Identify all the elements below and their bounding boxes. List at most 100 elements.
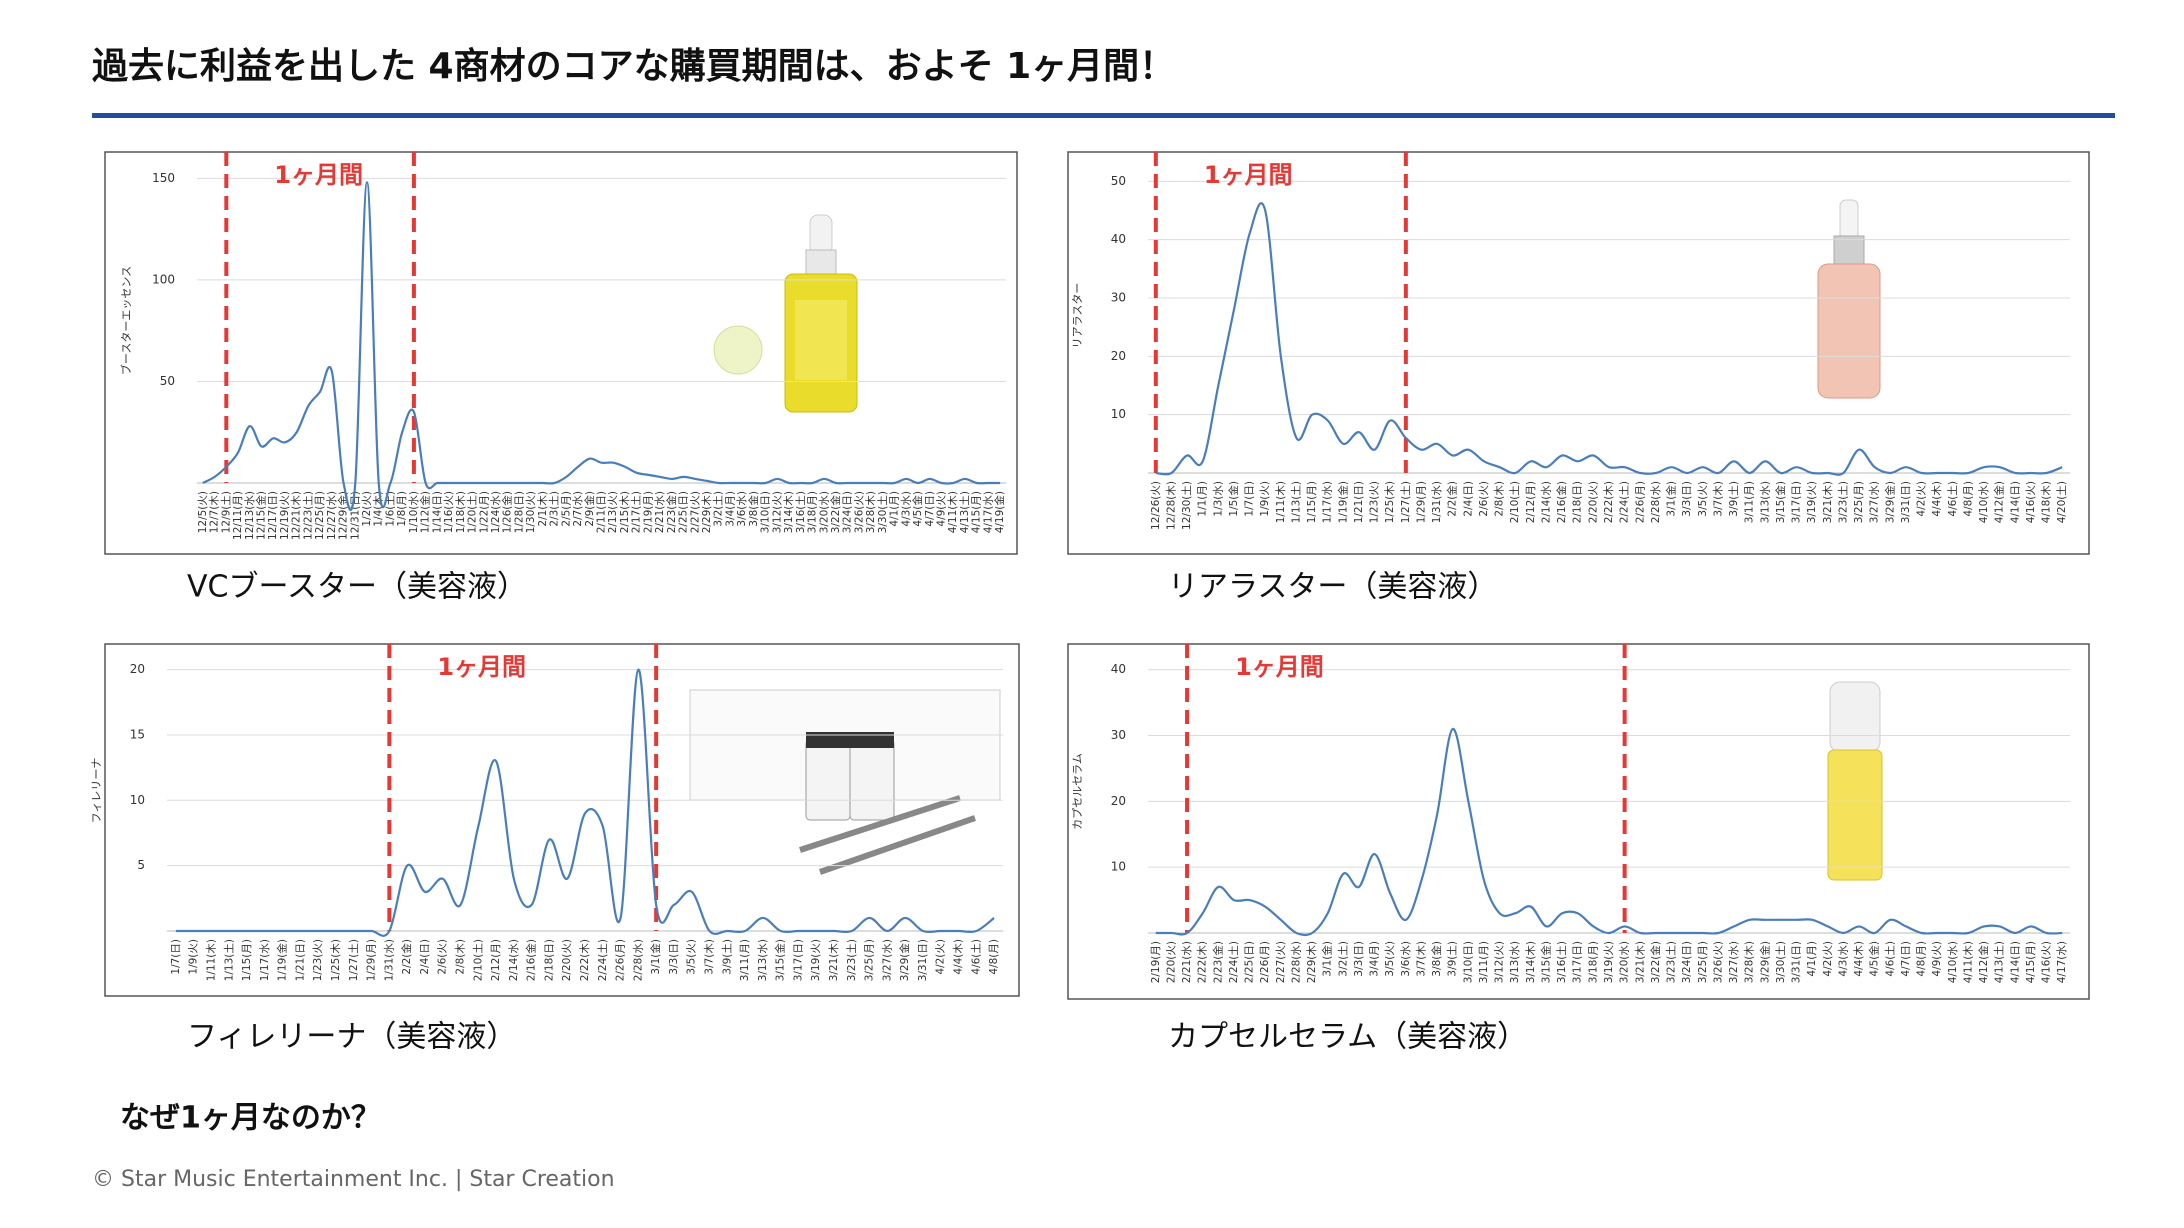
x-tick-label: 4/11(木) <box>1962 941 1974 983</box>
x-tick-label: 4/8(月) <box>988 939 1000 975</box>
x-tick-label: 1/16(火) <box>443 491 455 533</box>
x-tick-label: 3/18(月) <box>807 491 819 533</box>
x-tick-label: 1/10(水) <box>408 491 420 533</box>
x-tick-label: 12/25(月) <box>314 491 326 540</box>
x-tick-label: 12/19(火) <box>279 491 291 540</box>
x-tick-label: 12/27(水) <box>326 491 338 540</box>
x-tick-label: 2/26(月) <box>615 939 627 981</box>
x-tick-label: 4/3(水) <box>1837 941 1849 977</box>
x-tick-label: 12/29(金) <box>337 491 350 540</box>
x-tick-label: 3/2(土) <box>712 491 725 527</box>
x-tick-label: 1/3(水) <box>1212 481 1224 517</box>
x-tick-label: 2/13(火) <box>607 491 619 533</box>
x-tick-label: 2/29(木) <box>701 491 713 533</box>
y-tick-label: 10 <box>1111 860 1126 874</box>
x-tick-label: 12/30(土) <box>1180 481 1193 530</box>
x-tick-label: 4/1(月) <box>889 491 901 527</box>
y-tick-label: 40 <box>1111 662 1126 676</box>
x-tick-label: 1/9(火) <box>1259 481 1271 517</box>
x-tick-label: 2/22(木) <box>579 939 591 981</box>
x-tick-label: 3/23(土) <box>1836 481 1849 523</box>
x-tick-label: 1/4(木) <box>373 491 385 527</box>
x-tick-label: 3/9(土) <box>1727 481 1740 517</box>
x-tick-label: 1/27(土) <box>1399 481 1412 523</box>
x-tick-label: 2/14(水) <box>1540 481 1552 523</box>
x-tick-label: 2/23(金) <box>665 491 678 533</box>
x-tick-label: 4/12(金) <box>1993 481 2006 523</box>
x-tick-label: 1/13(土) <box>1289 481 1302 523</box>
x-tick-label: 3/14(木) <box>1525 941 1537 983</box>
x-tick-label: 2/22(木) <box>1197 941 1209 983</box>
x-tick-label: 3/11(月) <box>1744 481 1756 523</box>
x-tick-label: 3/29(金) <box>1883 481 1896 523</box>
x-tick-label: 4/8(月) <box>1962 481 1974 517</box>
x-tick-label: 2/11(日) <box>596 491 608 533</box>
x-tick-label: 3/5(火) <box>1697 481 1709 517</box>
x-tick-label: 3/20(水) <box>818 491 830 533</box>
x-tick-label: 4/4(木) <box>1931 481 1943 517</box>
x-tick-label: 3/20(水) <box>1619 941 1631 983</box>
x-tick-label: 4/10(水) <box>1978 481 1990 523</box>
x-tick-label: 3/9(土) <box>1446 941 1459 977</box>
y-axis-label: カプセルセラム <box>1071 753 1084 830</box>
footer: © Star Music Entertainment Inc. | Star C… <box>92 1167 615 1192</box>
chart-frame <box>1067 643 2090 1000</box>
x-tick-label: 3/12(火) <box>1494 941 1506 983</box>
x-tick-label: 3/27(水) <box>1728 941 1740 983</box>
x-tick-label: 12/28(木) <box>1165 481 1177 530</box>
x-tick-label: 2/27(火) <box>689 491 701 533</box>
x-tick-label: 2/24(土) <box>1618 481 1631 523</box>
period-annotation: 1ヶ月間 <box>437 653 526 681</box>
y-tick-label: 150 <box>152 171 175 185</box>
x-tick-label: 1/19(金) <box>276 939 289 981</box>
x-tick-label: 3/29(金) <box>898 939 911 981</box>
x-tick-label: 2/16(金) <box>1555 481 1568 523</box>
y-tick-label: 5 <box>137 858 145 872</box>
x-tick-label: 1/6(土) <box>383 491 396 527</box>
x-tick-label: 1/29(月) <box>1415 481 1427 523</box>
x-tick-label: 4/2(火) <box>1822 941 1834 977</box>
x-tick-label: 3/13(水) <box>1509 941 1521 983</box>
x-tick-label: 3/21(木) <box>828 939 840 981</box>
x-tick-label: 4/11(木) <box>947 491 959 533</box>
data-line <box>202 181 1001 511</box>
x-tick-label: 2/29(木) <box>1306 941 1318 983</box>
x-tick-label: 3/25(月) <box>1697 941 1709 983</box>
x-tick-label: 2/4(日) <box>1462 481 1474 517</box>
chart-caption: フィレリーナ（美容液） <box>187 1020 516 1055</box>
x-tick-label: 4/17(水) <box>982 491 994 533</box>
x-tick-label: 3/1(金) <box>1665 481 1678 517</box>
x-tick-label: 1/14(日) <box>431 491 443 533</box>
x-tick-label: 1/15(月) <box>241 939 253 981</box>
x-tick-label: 3/17(日) <box>1791 481 1803 523</box>
x-tick-label: 3/28(木) <box>865 491 877 533</box>
y-axis-label: フィレリーナ <box>90 758 103 824</box>
x-tick-label: 3/26(火) <box>1712 941 1724 983</box>
x-tick-label: 4/9(火) <box>936 491 948 527</box>
x-tick-label: 1/17(水) <box>259 939 271 981</box>
x-tick-label: 1/31(水) <box>1431 481 1443 523</box>
x-tick-label: 3/11(月) <box>1478 941 1490 983</box>
x-tick-label: 3/27(水) <box>1869 481 1881 523</box>
x-tick-label: 2/21(水) <box>1181 941 1193 983</box>
x-tick-label: 3/10(日) <box>1462 941 1474 983</box>
x-tick-label: 3/7(木) <box>1415 941 1427 977</box>
chart-frame <box>104 151 1018 555</box>
x-tick-label: 3/3(日) <box>1353 941 1365 977</box>
x-tick-label: 2/17(土) <box>630 491 643 533</box>
x-tick-label: 4/14(日) <box>2009 941 2021 983</box>
x-tick-label: 2/19(月) <box>1150 941 1162 983</box>
x-tick-label: 3/15(金) <box>1774 481 1787 523</box>
y-tick-label: 100 <box>152 272 175 286</box>
x-tick-label: 3/31(日) <box>1791 941 1803 983</box>
slide-title: 過去に利益を出した 4商材のコアな購買期間は、およそ 1ヶ月間！ <box>92 46 1175 87</box>
x-tick-label: 4/16(火) <box>2041 941 2053 983</box>
x-tick-label: 3/16(土) <box>794 491 807 533</box>
x-tick-label: 3/21(木) <box>1822 481 1834 523</box>
x-tick-label: 4/5(金) <box>911 491 924 527</box>
x-tick-label: 3/4(月) <box>1369 941 1381 977</box>
x-tick-label: 1/23(火) <box>312 939 324 981</box>
x-tick-label: 3/8(金) <box>1430 941 1443 977</box>
x-tick-label: 3/7(木) <box>1712 481 1724 517</box>
x-tick-label: 1/11(木) <box>205 939 217 981</box>
